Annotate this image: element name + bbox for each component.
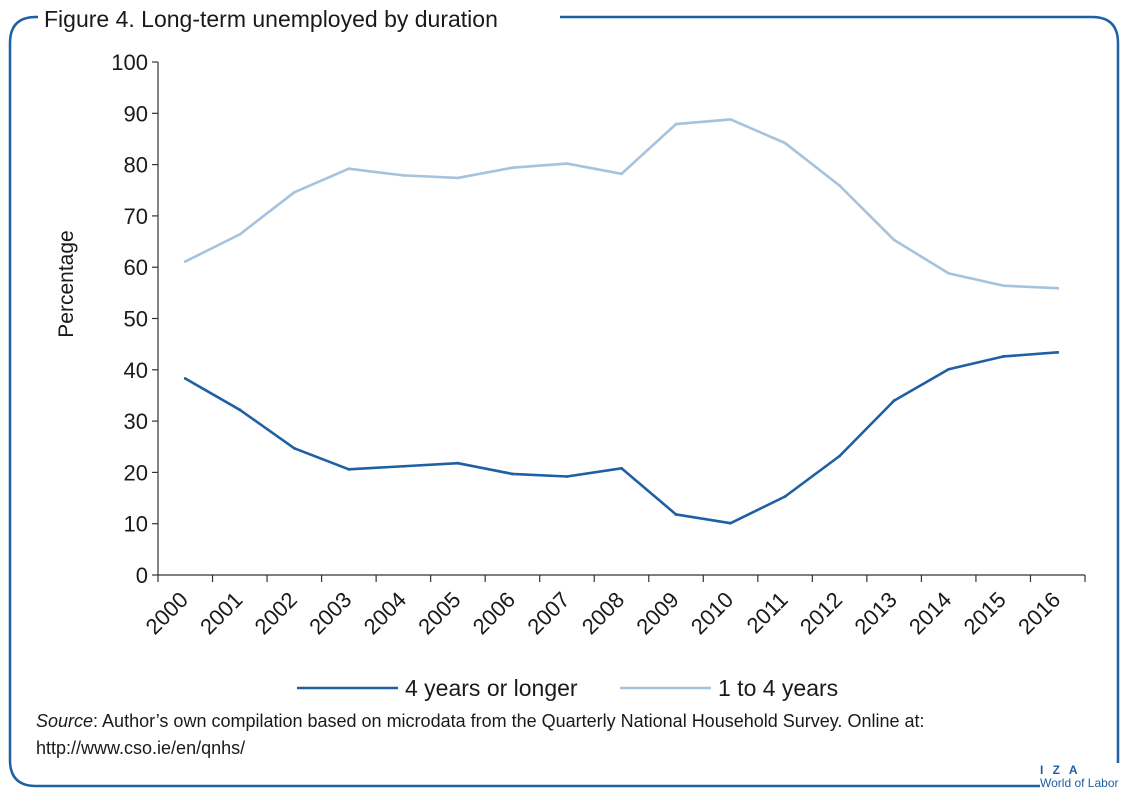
x-tick-label: 2000 — [141, 587, 193, 639]
legend-label: 1 to 4 years — [718, 675, 838, 701]
data-point — [401, 464, 405, 468]
data-point — [401, 173, 405, 177]
data-point — [1056, 350, 1060, 354]
data-point — [565, 162, 569, 165]
data-point — [783, 141, 787, 145]
data-point — [456, 176, 460, 180]
y-axis-label: Percentage — [55, 230, 78, 337]
data-point — [1001, 355, 1005, 358]
y-tick-label: 90 — [124, 101, 148, 126]
data-point — [292, 190, 296, 194]
source-label: Source — [36, 711, 94, 731]
legend-label: 4 years or longer — [405, 675, 578, 701]
data-point — [729, 521, 732, 525]
data-point — [511, 166, 514, 170]
x-tick-label: 2009 — [631, 587, 683, 639]
x-tick-label: 2003 — [304, 587, 356, 639]
data-point — [783, 495, 787, 498]
x-tick-label: 2002 — [250, 587, 302, 639]
data-point — [347, 167, 351, 171]
x-tick-label: 2001 — [195, 587, 247, 639]
data-point — [729, 118, 732, 121]
y-tick-label: 60 — [124, 255, 148, 280]
x-tick-label: 2007 — [522, 587, 574, 639]
data-point — [183, 377, 187, 380]
x-tick-label: 2013 — [849, 587, 901, 639]
series-line-0 — [183, 351, 1060, 525]
x-tick-label: 2005 — [413, 587, 465, 639]
data-point — [456, 461, 460, 465]
x-tick-label: 2016 — [1013, 587, 1065, 639]
y-tick-label: 10 — [124, 512, 148, 537]
data-point — [565, 475, 569, 478]
y-tick-label: 70 — [124, 204, 148, 229]
x-tick-label: 2004 — [359, 587, 411, 639]
data-point — [674, 122, 678, 126]
x-tick-label: 2010 — [686, 587, 738, 639]
figure-title: Figure 4. Long-term unemployed by durati… — [40, 4, 508, 34]
y-tick-label: 40 — [124, 358, 148, 383]
y-tick-label: 100 — [111, 50, 148, 75]
data-point — [947, 271, 951, 275]
y-tick-label: 80 — [124, 153, 148, 178]
y-tick-label: 20 — [124, 460, 148, 485]
data-point — [892, 399, 896, 402]
data-point — [838, 454, 842, 458]
x-tick-label: 2006 — [468, 587, 520, 639]
y-tick-label: 0 — [136, 563, 148, 588]
data-point — [1001, 284, 1005, 288]
x-tick-label: 2012 — [795, 587, 847, 639]
series-line-1 — [183, 118, 1060, 290]
data-point — [292, 446, 296, 450]
x-tick-label: 2011 — [742, 587, 793, 638]
data-point — [511, 472, 514, 476]
iza-logo-subtitle: World of Labor — [1040, 776, 1119, 789]
data-point — [1056, 286, 1060, 290]
iza-logo: I Z A World of Labor — [1040, 763, 1122, 789]
data-point — [238, 408, 242, 412]
data-point — [183, 260, 187, 263]
frame-border — [8, 15, 1120, 788]
data-point — [347, 467, 351, 471]
data-point — [674, 513, 678, 516]
data-point — [620, 172, 623, 176]
data-point — [238, 232, 242, 236]
y-tick-label: 30 — [124, 409, 148, 434]
data-point — [892, 238, 896, 242]
x-tick-label: 2008 — [577, 587, 629, 639]
data-point — [838, 184, 842, 188]
source-note: Source: Author’s own compilation based o… — [36, 708, 1086, 762]
x-tick-label: 2014 — [904, 587, 956, 639]
y-tick-label: 50 — [124, 307, 148, 332]
data-point — [620, 466, 623, 470]
data-point — [947, 367, 951, 371]
source-text: : Author’s own compilation based on micr… — [36, 711, 925, 758]
iza-logo-mark: I Z A — [1040, 763, 1081, 777]
x-tick-label: 2015 — [959, 587, 1011, 639]
